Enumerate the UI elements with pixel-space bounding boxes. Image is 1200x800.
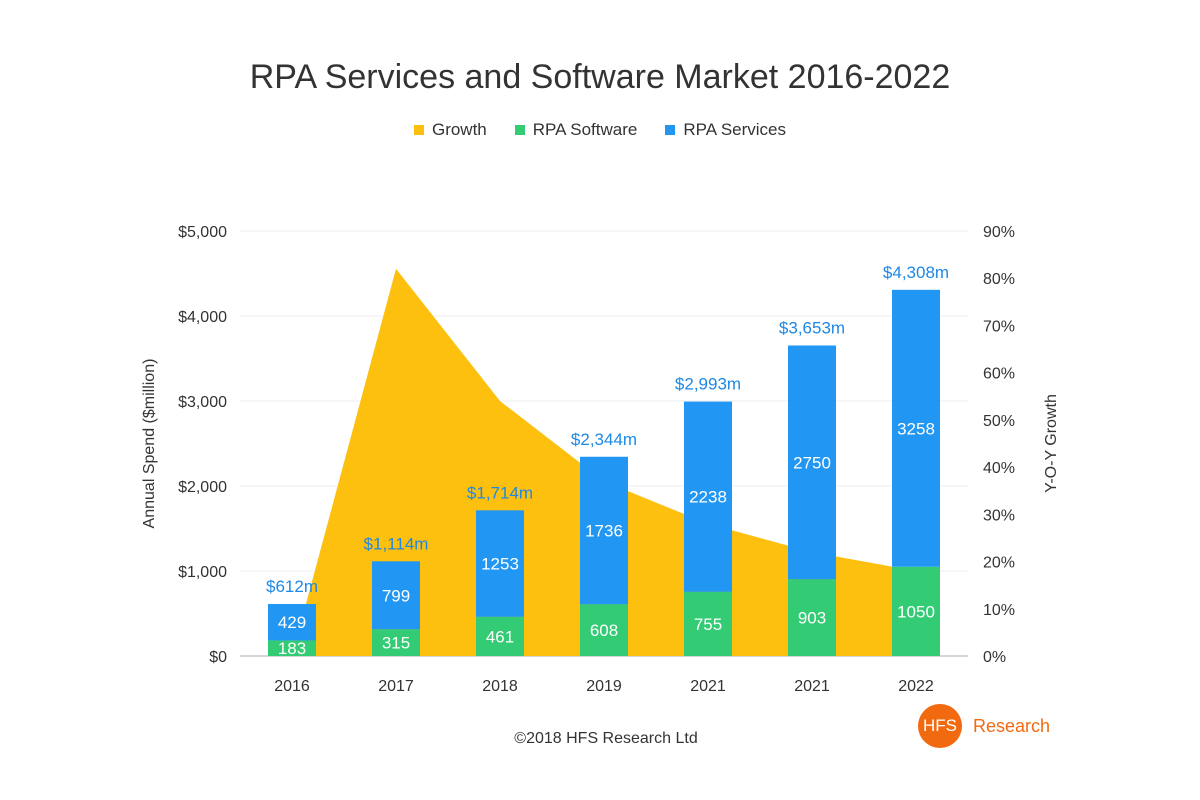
bar-rpa-services bbox=[580, 456, 628, 605]
data-label-software: 903 bbox=[798, 609, 826, 628]
bar-rpa-services bbox=[372, 561, 420, 630]
x-tick-label: 2019 bbox=[586, 678, 622, 695]
y2-tick-label: 40% bbox=[983, 460, 1015, 477]
data-label-software: 183 bbox=[278, 639, 306, 658]
total-label: $1,714m bbox=[467, 483, 533, 502]
y2-tick-label: 0% bbox=[983, 649, 1006, 666]
logo-text: Research bbox=[973, 716, 1051, 736]
y2-tick-label: 70% bbox=[983, 318, 1015, 335]
bar-rpa-software bbox=[268, 640, 316, 656]
y-tick-label: $4,000 bbox=[178, 309, 227, 326]
legend-item: Growth bbox=[413, 120, 487, 140]
y2-tick-label: 10% bbox=[983, 602, 1015, 619]
y2-axis-title: Y-O-Y Growth bbox=[1043, 394, 1060, 493]
legend-item: RPA Services bbox=[665, 120, 786, 140]
copyright: ©2018 HFS Research Ltd bbox=[514, 730, 698, 747]
y-tick-label: $3,000 bbox=[178, 394, 227, 411]
x-tick-label: 2017 bbox=[378, 678, 414, 695]
legend-label: RPA Software bbox=[532, 120, 638, 139]
legend-label: Growth bbox=[431, 120, 487, 139]
bar-rpa-services bbox=[268, 603, 316, 641]
x-tick-label: 2022 bbox=[898, 678, 934, 695]
bar-rpa-software bbox=[684, 591, 732, 656]
y-tick-label: $5,000 bbox=[178, 224, 227, 241]
data-label-services: 429 bbox=[278, 613, 306, 632]
total-label: $1,114m bbox=[364, 534, 429, 553]
y-tick-label: $1,000 bbox=[178, 564, 227, 581]
y-tick-label: $2,000 bbox=[178, 479, 227, 496]
y-tick-label: $0 bbox=[209, 649, 227, 666]
y2-tick-label: 80% bbox=[983, 271, 1015, 288]
data-label-software: 1050 bbox=[897, 602, 935, 621]
bar-rpa-software bbox=[372, 629, 420, 656]
data-label-services: 799 bbox=[382, 586, 410, 605]
bar-rpa-services bbox=[684, 401, 732, 592]
y2-tick-label: 30% bbox=[983, 507, 1015, 524]
growth-area bbox=[292, 268, 916, 656]
hfs-logo: HFS bbox=[918, 704, 962, 748]
data-label-software: 755 bbox=[694, 615, 722, 634]
bar-rpa-services bbox=[892, 289, 940, 567]
bar-rpa-software bbox=[476, 616, 524, 656]
data-label-services: 1253 bbox=[481, 555, 519, 574]
y2-tick-label: 50% bbox=[983, 413, 1015, 430]
x-tick-label: 2016 bbox=[274, 678, 310, 695]
bar-rpa-software bbox=[892, 566, 940, 656]
data-label-software: 608 bbox=[590, 621, 618, 640]
legend-swatch bbox=[413, 125, 424, 135]
y2-tick-label: 60% bbox=[983, 366, 1015, 383]
bar-rpa-services bbox=[788, 345, 836, 580]
legend: Growth RPA Software RPA Services bbox=[0, 120, 1200, 140]
y2-tick-label: 90% bbox=[983, 224, 1015, 241]
data-label-services: 1736 bbox=[585, 522, 623, 541]
y2-tick-label: 20% bbox=[983, 555, 1015, 572]
x-tick-label: 2021 bbox=[794, 678, 830, 695]
bar-rpa-software bbox=[580, 604, 628, 656]
bar-rpa-services bbox=[476, 510, 524, 617]
chart-title: RPA Services and Software Market 2016-20… bbox=[249, 58, 951, 96]
data-label-services: 2238 bbox=[689, 488, 727, 507]
legend-swatch bbox=[665, 125, 676, 135]
x-tick-label: 2018 bbox=[482, 678, 518, 695]
legend-label: RPA Services bbox=[683, 120, 787, 139]
data-label-services: 2750 bbox=[793, 453, 831, 472]
data-label-software: 315 bbox=[382, 634, 410, 653]
data-label-software: 461 bbox=[486, 627, 514, 646]
legend-swatch bbox=[514, 125, 525, 135]
legend-item: RPA Software bbox=[514, 120, 638, 140]
x-tick-label: 2021 bbox=[690, 678, 726, 695]
total-label: $4,308m bbox=[883, 263, 949, 282]
bar-rpa-software bbox=[788, 579, 836, 656]
y-axis-title: Annual Spend ($million) bbox=[141, 359, 158, 529]
total-label: $612m bbox=[266, 577, 318, 596]
total-label: $2,344m bbox=[571, 430, 637, 449]
total-label: $3,653m bbox=[779, 318, 845, 337]
data-label-services: 3258 bbox=[897, 419, 935, 438]
total-label: $2,993m bbox=[675, 375, 741, 394]
